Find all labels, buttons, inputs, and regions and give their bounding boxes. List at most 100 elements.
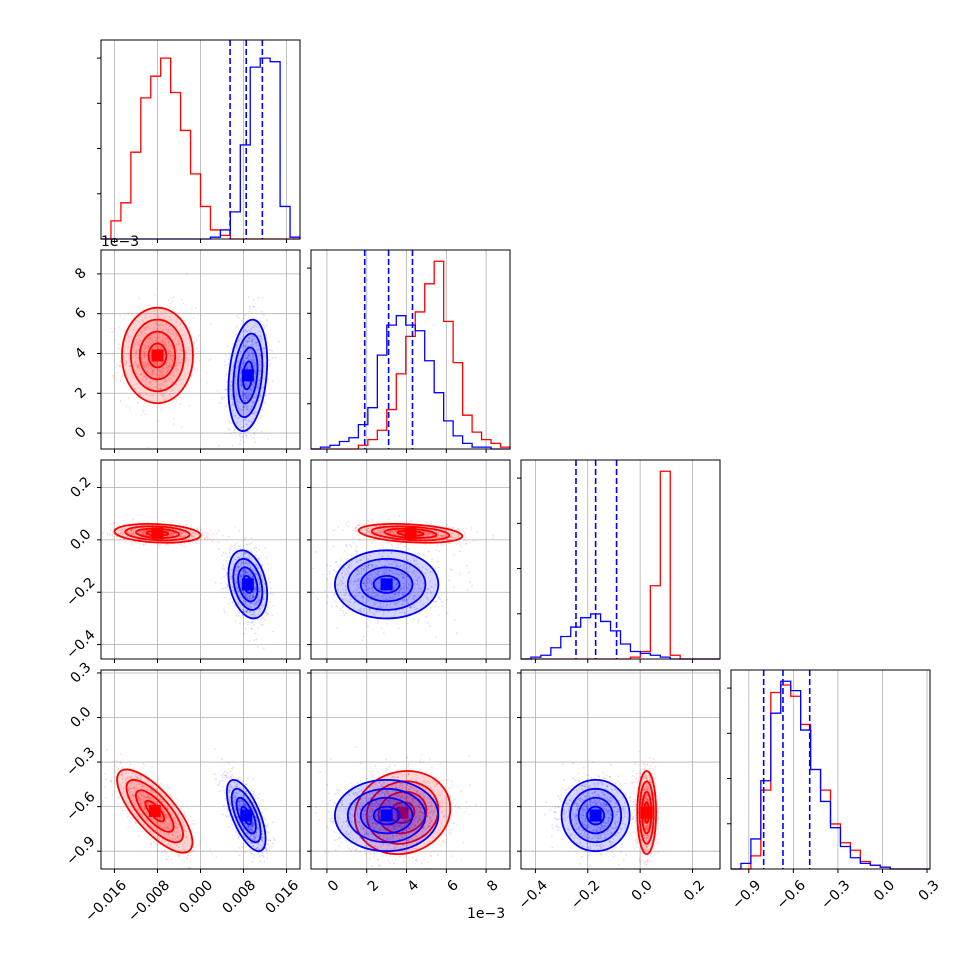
scatter-point [144, 344, 146, 347]
scatter-point [168, 357, 170, 360]
scatter-point [126, 530, 129, 533]
scatter-point [245, 572, 248, 574]
scatter-point [256, 386, 259, 389]
density-peak-blue [241, 369, 254, 382]
scatter-point [256, 340, 259, 343]
scatter-point [98, 774, 100, 776]
scatter-point [227, 453, 229, 455]
scatter-point [167, 544, 170, 547]
scatter-point [244, 403, 246, 406]
scatter-point [258, 364, 261, 366]
scatter-point [231, 444, 234, 447]
scatter-point [144, 376, 147, 378]
scatter-point [167, 338, 170, 341]
scatter-point [274, 356, 277, 359]
scatter-point [136, 363, 139, 366]
scatter-point [218, 529, 221, 532]
scatter-point [248, 355, 251, 358]
scatter-point [170, 796, 173, 799]
scatter-point [114, 771, 116, 774]
scatter-point [254, 632, 257, 635]
scatter-point [103, 772, 106, 775]
scatter-point [177, 355, 180, 358]
scatter-point [144, 378, 147, 381]
scatter-point [119, 753, 122, 756]
scatter-point [225, 571, 228, 574]
scatter-point [251, 354, 254, 357]
scatter-point [231, 395, 233, 398]
scatter-point [190, 530, 192, 532]
scatter-point [193, 353, 196, 356]
scatter-point [148, 365, 151, 368]
scatter-point [145, 542, 147, 545]
scatter-point [141, 358, 144, 361]
scatter-point [178, 523, 181, 526]
scatter-point [241, 391, 244, 393]
scatter-point [157, 346, 160, 349]
scatter-point [138, 392, 140, 395]
scatter-point [198, 334, 201, 337]
scatter-point [240, 576, 243, 579]
scatter-point [247, 353, 250, 356]
scatter-point [159, 376, 161, 379]
scatter-point [265, 614, 268, 617]
scatter-point [194, 823, 197, 825]
scatter-point [257, 386, 259, 389]
x-tick-label: 0.3 [916, 877, 943, 904]
scatter-point [139, 530, 142, 533]
scatter-point [255, 363, 257, 365]
scatter-point [136, 312, 139, 315]
scatter-point [209, 538, 212, 540]
scatter-point [187, 372, 190, 374]
scatter-point [250, 349, 253, 352]
scatter-point [250, 421, 253, 424]
scatter-point [143, 351, 146, 354]
scatter-point [104, 778, 107, 781]
scatter-point [133, 387, 136, 390]
scatter-point [238, 566, 241, 568]
scatter-point [244, 851, 247, 854]
scatter-point [253, 381, 256, 384]
scatter-point [171, 300, 174, 303]
scatter-point [248, 338, 251, 340]
scatter-point [167, 364, 170, 367]
scatter-point [220, 401, 222, 404]
scatter-point [237, 837, 240, 839]
scatter-point [190, 534, 193, 537]
scatter-point [114, 327, 116, 330]
scatter-point [254, 570, 257, 573]
scatter-point [139, 394, 142, 396]
scatter-point [242, 574, 245, 577]
scatter-point [130, 529, 132, 532]
scatter-point [241, 386, 243, 388]
scatter-point [260, 395, 263, 398]
scatter-point [254, 590, 257, 593]
scatter-point [272, 593, 275, 595]
scatter-point [165, 390, 168, 393]
scatter-point [241, 322, 243, 325]
scatter-point [121, 374, 124, 377]
scatter-point [235, 568, 238, 570]
scatter-point [151, 369, 154, 372]
scatter-point [163, 354, 166, 356]
scatter-point [185, 351, 188, 354]
scatter-point [153, 326, 156, 329]
scatter-point [186, 349, 189, 352]
scatter-point [181, 349, 184, 351]
scatter-point [252, 360, 255, 363]
scatter-point [251, 576, 254, 579]
scatter-point [244, 536, 247, 539]
scatter-point [155, 385, 158, 388]
scatter-point [248, 419, 251, 422]
scatter-point [158, 374, 161, 377]
scatter-point [242, 392, 244, 395]
scatter-point [141, 351, 143, 353]
scatter-point [142, 531, 145, 534]
scatter-point [226, 556, 228, 559]
histogram-red [311, 260, 511, 450]
scatter-point [109, 779, 112, 782]
scatter-point [228, 826, 231, 828]
scatter-point [162, 383, 164, 386]
scatter-point [248, 354, 251, 356]
scatter-point [247, 330, 249, 333]
